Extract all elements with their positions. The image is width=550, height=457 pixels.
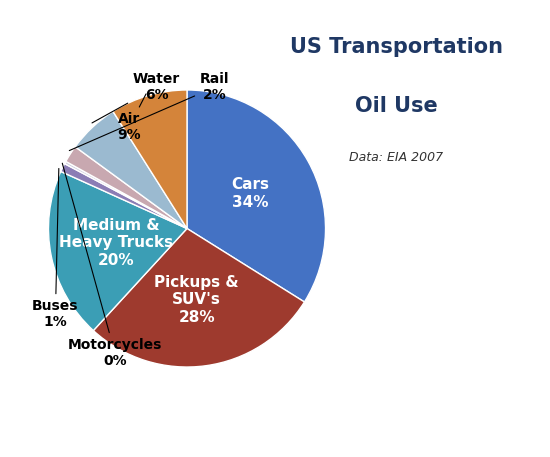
Wedge shape <box>187 90 326 302</box>
Wedge shape <box>94 228 305 367</box>
Text: Oil Use: Oil Use <box>355 96 437 116</box>
Text: Pickups &
SUV's
28%: Pickups & SUV's 28% <box>155 275 239 325</box>
Text: Motorcycles
0%: Motorcycles 0% <box>62 163 162 368</box>
Wedge shape <box>64 161 187 228</box>
Wedge shape <box>48 171 187 330</box>
Wedge shape <box>113 90 187 228</box>
Text: Data: EIA 2007: Data: EIA 2007 <box>349 151 443 164</box>
Text: Cars
34%: Cars 34% <box>231 177 269 210</box>
Text: Medium &
Heavy Trucks
20%: Medium & Heavy Trucks 20% <box>59 218 173 268</box>
Wedge shape <box>60 164 187 228</box>
Text: Water
6%: Water 6% <box>92 72 180 123</box>
Wedge shape <box>75 112 187 228</box>
Text: Buses
1%: Buses 1% <box>32 169 79 329</box>
Wedge shape <box>66 147 187 228</box>
Text: Air
9%: Air 9% <box>117 94 146 143</box>
Text: Rail
2%: Rail 2% <box>69 72 229 150</box>
Text: US Transportation: US Transportation <box>289 37 503 57</box>
